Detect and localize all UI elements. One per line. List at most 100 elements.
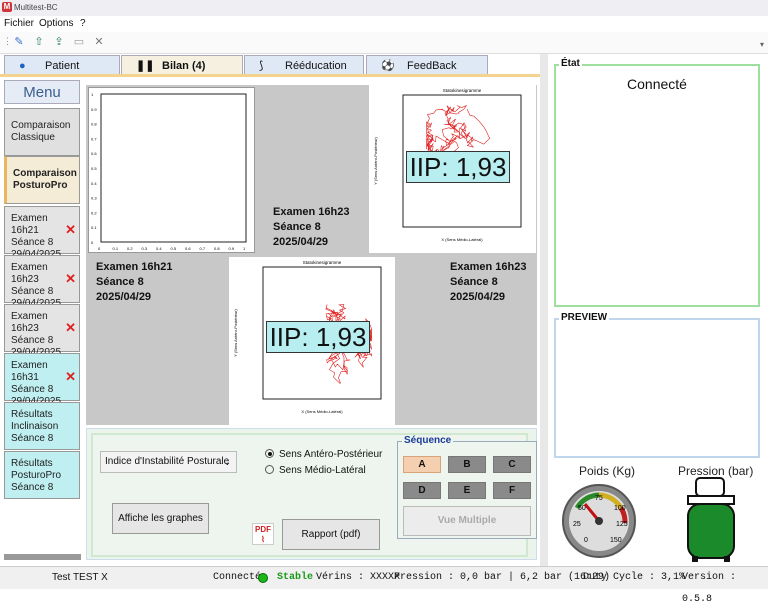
y-tick-label: 0.1 (91, 225, 97, 230)
x-tick-label: 0.4 (156, 246, 162, 251)
tab-underline (0, 74, 540, 77)
sequence-button-c[interactable]: C (493, 456, 531, 473)
sequence-button-f[interactable]: F (493, 482, 531, 499)
toolbar-overflow-icon[interactable]: ▾ (759, 40, 764, 49)
sidebar-item-exam[interactable]: Examen 16h23 Séance 8 29/04/2025 ✕ (4, 304, 80, 358)
status-bar: Test TEST X Connecté Stable Vérins : XXX… (0, 566, 768, 605)
sidebar-item-results-posturopro[interactable]: Résultats PosturoPro Séance 8 (4, 451, 80, 499)
item-line: Inclinaison (11, 421, 59, 432)
sequence-button-a[interactable]: A (403, 456, 441, 473)
y-tick-label: 0.9 (91, 107, 97, 112)
x-tick-label: 0.2 (127, 246, 133, 251)
item-line: Séance 8 (11, 482, 54, 493)
tab-label: Bilan (4) (162, 60, 206, 72)
x-tick-label: 0.1 (113, 246, 119, 251)
sidebar-scrollbar[interactable] (4, 554, 81, 560)
radio-medio-lateral[interactable]: Sens Médio-Latéral (265, 465, 366, 476)
remove-icon[interactable]: ✕ (65, 320, 76, 335)
y-tick-label: 0 (91, 240, 94, 245)
sidebar-item-comparaison-posturopro[interactable]: Comparaison PosturoPro (4, 156, 80, 204)
menu-options[interactable]: Options (39, 18, 74, 29)
compressor-icon (687, 477, 735, 562)
menu-fichier[interactable]: Fichier (4, 18, 35, 29)
tab-label: Patient (45, 60, 80, 72)
upload-icon[interactable]: ⇧ (34, 36, 44, 48)
sequence-button-b[interactable]: B (448, 456, 486, 473)
compressor-base (687, 495, 735, 505)
index-select[interactable]: Indice d'Instabilité Posturale ⌄ (100, 451, 237, 473)
tab-label: Rééducation (285, 60, 347, 72)
y-tick-label: 1 (91, 92, 94, 97)
sidebar-item-comparaison-classique[interactable]: Comparaison Classique (4, 108, 80, 156)
remove-icon[interactable]: ✕ (65, 222, 76, 237)
x-tick-label: 1 (243, 246, 246, 251)
sidebar-item-exam[interactable]: Examen 16h21 Séance 8 29/04/2025 ✕ (4, 206, 80, 260)
exam-label-right: Examen 16h23 Séance 8 2025/04/29 (450, 260, 526, 305)
tools-icon[interactable]: ✕ (94, 36, 104, 48)
x-axis-label: X (Sens Médio-Latéral) (441, 237, 483, 242)
footprints-icon: ❚❚ (136, 60, 155, 72)
sidebar-item-exam[interactable]: Examen 16h31 Séance 8 29/04/2025 ✕ (4, 353, 80, 407)
compressor-foot (724, 556, 730, 562)
title-bar: M Multitest-BC (0, 0, 768, 16)
menu-help[interactable]: ? (80, 18, 86, 29)
report-pdf-button[interactable]: Rapport (pdf) (282, 519, 380, 550)
exam-line: 2025/04/29 (273, 236, 329, 248)
panel-divider[interactable] (540, 54, 548, 566)
duty-cycle: Duty Cycle : 3,1% (583, 572, 686, 583)
exam-label-top: Examen 16h23 Séance 8 2025/04/29 (273, 205, 349, 250)
item-line: Examen 16h31 (11, 360, 48, 383)
menu-bar: Fichier Options ? (0, 16, 768, 32)
foot-icon: ⟆ (259, 60, 264, 72)
x-tick-label: 0.9 (229, 246, 235, 251)
export-icon[interactable]: ⇪ (54, 36, 64, 48)
y-tick-label: 0.5 (91, 166, 97, 171)
remove-icon[interactable]: ✕ (65, 369, 76, 384)
remove-icon[interactable]: ✕ (65, 271, 76, 286)
gauge-tick: 100 (614, 505, 626, 512)
tab-label: FeedBack (407, 60, 457, 72)
multi-view-button[interactable]: Vue Multiple (403, 506, 531, 536)
exam-line: Examen 16h21 (96, 261, 173, 273)
plot-frame (402, 94, 522, 228)
gauge-red-zone (618, 506, 628, 524)
sequence-button-e[interactable]: E (448, 482, 486, 499)
window-title: Multitest-BC (14, 3, 58, 12)
x-tick-label: 0.6 (185, 246, 191, 251)
tab-patient[interactable]: ● Patient (4, 55, 120, 75)
show-graphs-button[interactable]: Affiche les graphes (112, 503, 209, 534)
x-tick-label: 0.7 (200, 246, 206, 251)
item-line: Séance 8 (11, 286, 54, 297)
y-tick-label: 0.8 (91, 122, 97, 127)
item-line: Classique (11, 132, 55, 143)
connect-icon[interactable]: ✎ (14, 36, 24, 48)
item-line: Comparaison (11, 120, 71, 131)
item-line: 29/04/2025 (11, 298, 73, 310)
gauge-tick: 25 (573, 521, 581, 528)
tab-reeducation[interactable]: ⟆ Rééducation (244, 55, 364, 75)
tab-bilan[interactable]: ❚❚ Bilan (4) (121, 55, 243, 75)
toolbar: ⋮ ✎ ⇧ ⇪ ▭ ✕ ▾ (0, 32, 768, 54)
chevron-down-icon: ⌄ (223, 457, 231, 467)
plot-title: Statokinesigramme (443, 88, 482, 93)
gauge-tick: 125 (616, 521, 628, 528)
statokinesigram-top: Statokinesigramme X (Sens Médio-Latéral) Y… (369, 85, 536, 253)
tab-strip: ● Patient ❚❚ Bilan (4) ⟆ Rééducation ⚽ F… (0, 54, 540, 76)
gauge-tick: 150 (610, 537, 622, 544)
sidebar-item-exam[interactable]: Examen 16h23 Séance 8 29/04/2025 ✕ (4, 255, 80, 309)
y-tick-label: 0.6 (91, 151, 97, 156)
item-line: 29/04/2025 (11, 347, 73, 359)
tab-feedback[interactable]: ⚽ FeedBack (366, 55, 488, 75)
connection-led-icon (258, 573, 268, 583)
item-line: Séance 8 (11, 433, 54, 444)
preview-group: PREVIEW (554, 312, 760, 458)
sequence-button-d[interactable]: D (403, 482, 441, 499)
radio-antero-posterieur[interactable]: Sens Antéro-Postérieur (265, 449, 382, 460)
folder-icon[interactable]: ▭ (73, 36, 85, 48)
item-line: Séance 8 (11, 335, 54, 346)
x-tick-label: 0.3 (142, 246, 148, 251)
sidebar-item-results-inclinaison[interactable]: Résultats Inclinaison Séance 8 (4, 402, 80, 450)
item-line: Examen 16h21 (11, 213, 48, 236)
exam-line: 2025/04/29 (450, 291, 506, 303)
weight-label: Poids (Kg) (579, 464, 636, 478)
